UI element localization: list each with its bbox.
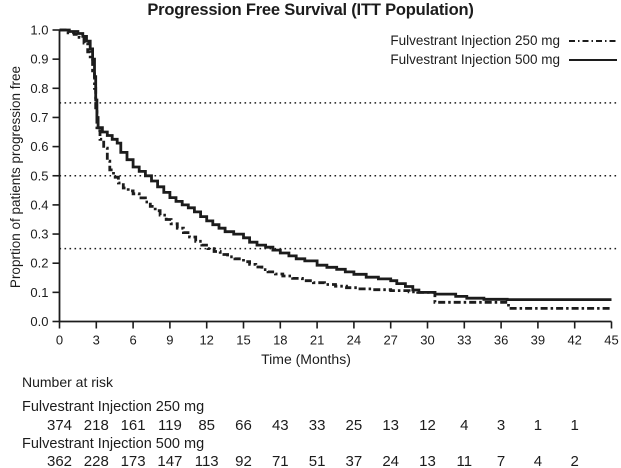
y-tick-label: 0.7	[30, 110, 48, 125]
risk-count-250mg: 1	[571, 417, 579, 434]
risk-count-500mg: 13	[419, 453, 436, 468]
x-tick-label: 42	[567, 333, 581, 348]
risk-count-500mg: 24	[382, 453, 399, 468]
risk-row-label-250mg: Fulvestrant Injection 250 mg	[22, 399, 205, 415]
x-tick-label: 27	[383, 333, 397, 348]
x-tick-label: 15	[236, 333, 250, 348]
y-axis-label: Proprtion of patients progression free	[8, 65, 23, 289]
risk-count-500mg: 228	[84, 453, 109, 468]
y-tick-label: 0.4	[30, 197, 48, 212]
legend-item-500mg: Fulvestrant Injection 500 mg	[390, 50, 618, 69]
risk-count-500mg: 71	[272, 453, 289, 468]
series-curve-500mg	[59, 28, 612, 301]
x-tick-label: 24	[347, 333, 361, 348]
risk-count-250mg: 161	[121, 417, 146, 434]
x-tick-label: 36	[494, 333, 508, 348]
risk-count-500mg: 147	[157, 453, 182, 468]
y-tick-label: 0.3	[30, 227, 48, 242]
y-tick-label: 0.0	[30, 314, 48, 329]
risk-count-500mg: 113	[195, 453, 219, 468]
x-axis-label: Time (Months)	[261, 351, 351, 367]
y-tick-label: 0.5	[30, 168, 48, 183]
risk-count-250mg: 1	[534, 417, 542, 434]
legend: Fulvestrant Injection 250 mg Fulvestrant…	[390, 31, 618, 69]
y-tick-label: 1.0	[30, 23, 48, 38]
x-tick-label: 12	[199, 333, 213, 348]
legend-label-500mg: Fulvestrant Injection 500 mg	[390, 52, 560, 67]
risk-count-250mg: 4	[460, 417, 468, 434]
x-tick-label: 9	[166, 333, 173, 348]
chart-title: Progression Free Survival (ITT Populatio…	[147, 1, 474, 19]
legend-swatch-dashdot-line	[569, 39, 617, 42]
risk-count-250mg: 119	[158, 417, 182, 434]
y-tick-label: 0.9	[30, 52, 48, 67]
legend-swatch-solid-line	[569, 58, 617, 61]
x-tick-label: 18	[273, 333, 287, 348]
y-tick-label: 0.6	[30, 139, 48, 154]
risk-count-250mg: 66	[235, 417, 252, 434]
risk-count-250mg: 43	[272, 417, 289, 434]
x-tick-label: 6	[129, 333, 136, 348]
legend-item-250mg: Fulvestrant Injection 250 mg	[390, 31, 618, 50]
risk-count-250mg: 25	[346, 417, 363, 434]
x-tick-label: 39	[531, 333, 545, 348]
risk-count-500mg: 7	[497, 453, 505, 468]
x-tick-label: 30	[420, 333, 434, 348]
risk-count-500mg: 2	[571, 453, 579, 468]
risk-count-250mg: 218	[84, 417, 109, 434]
risk-count-500mg: 37	[346, 453, 363, 468]
risk-count-500mg: 51	[309, 453, 326, 468]
risk-count-500mg: 11	[457, 453, 473, 468]
risk-count-250mg: 12	[419, 417, 436, 434]
legend-label-250mg: Fulvestrant Injection 250 mg	[390, 33, 560, 48]
risk-count-250mg: 13	[382, 417, 399, 434]
y-tick-label: 0.2	[30, 256, 48, 271]
number-at-risk-heading: Number at risk	[22, 374, 114, 390]
y-tick-label: 0.8	[30, 81, 48, 96]
risk-count-250mg: 33	[309, 417, 326, 434]
risk-count-250mg: 374	[47, 417, 72, 434]
risk-count-500mg: 173	[121, 453, 146, 468]
risk-row-label-500mg: Fulvestrant Injection 500 mg	[22, 436, 205, 452]
x-tick-label: 21	[310, 333, 324, 348]
risk-count-500mg: 92	[235, 453, 252, 468]
x-tick-label: 0	[56, 333, 63, 348]
x-tick-label: 45	[604, 333, 618, 348]
risk-count-250mg: 85	[198, 417, 215, 434]
risk-count-250mg: 3	[497, 417, 505, 434]
y-tick-label: 0.1	[30, 285, 48, 300]
x-tick-label: 3	[93, 333, 100, 348]
risk-count-500mg: 4	[534, 453, 542, 468]
x-tick-label: 33	[457, 333, 471, 348]
risk-count-500mg: 362	[47, 453, 72, 468]
